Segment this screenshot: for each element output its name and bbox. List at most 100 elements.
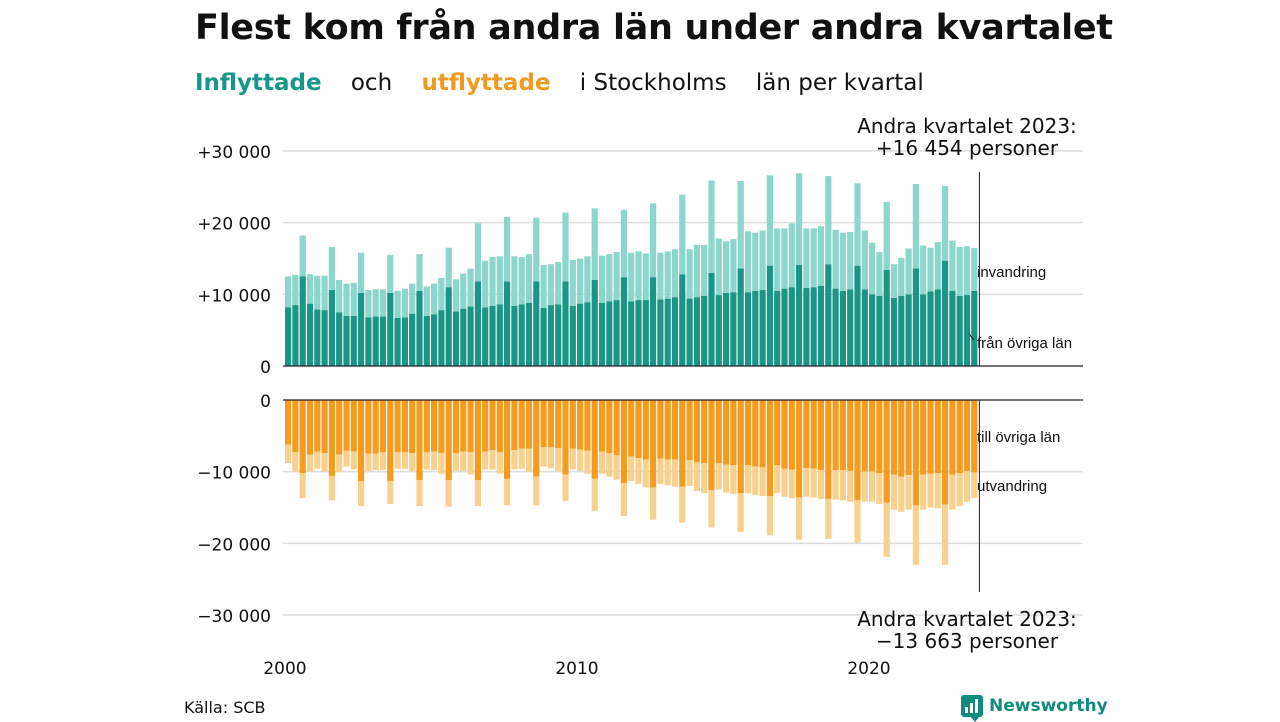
bar-inflyttade-invandring bbox=[628, 252, 635, 302]
bar-inflyttade-fran-ovriga-lan bbox=[591, 280, 598, 366]
bar-inflyttade-invandring bbox=[905, 248, 912, 295]
bar-inflyttade-fran-ovriga-lan bbox=[467, 306, 474, 366]
bar-utflyttade-utvandring bbox=[401, 452, 408, 469]
bar-inflyttade-invandring bbox=[934, 242, 941, 290]
bar-inflyttade-fran-ovriga-lan bbox=[774, 290, 781, 366]
bar-utflyttade-utvandring bbox=[949, 474, 956, 510]
y-tick-label: +30 000 bbox=[197, 143, 271, 163]
bar-inflyttade-invandring bbox=[321, 275, 328, 311]
bar-utflyttade-utvandring bbox=[912, 505, 919, 565]
bar-inflyttade-invandring bbox=[869, 242, 876, 295]
bar-utflyttade-utvandring bbox=[744, 465, 752, 494]
bar-inflyttade-fran-ovriga-lan bbox=[942, 260, 949, 366]
bar-inflyttade-fran-ovriga-lan bbox=[693, 297, 700, 366]
bar-inflyttade-fran-ovriga-lan bbox=[847, 289, 854, 366]
bar-utflyttade-till-ovriga-lan bbox=[883, 400, 890, 503]
bar-utflyttade-till-ovriga-lan bbox=[577, 400, 584, 450]
bar-inflyttade-fran-ovriga-lan bbox=[416, 290, 423, 366]
bar-inflyttade-fran-ovriga-lan bbox=[679, 274, 686, 366]
bar-inflyttade-invandring bbox=[803, 228, 810, 288]
bar-utflyttade-utvandring bbox=[686, 460, 693, 486]
bar-inflyttade-invandring bbox=[920, 245, 927, 295]
bar-utflyttade-till-ovriga-lan bbox=[956, 400, 963, 474]
bar-utflyttade-till-ovriga-lan bbox=[650, 400, 657, 488]
bar-inflyttade-fran-ovriga-lan bbox=[525, 302, 533, 366]
bar-inflyttade-invandring bbox=[314, 275, 321, 310]
bar-inflyttade-invandring bbox=[489, 257, 496, 306]
newsworthy-logo[interactable]: Newsworthy bbox=[961, 694, 1108, 722]
bar-inflyttade-invandring bbox=[898, 257, 905, 296]
bar-utflyttade-utvandring bbox=[547, 447, 554, 469]
x-tick-label: 2020 bbox=[847, 659, 890, 679]
bar-inflyttade-fran-ovriga-lan bbox=[715, 295, 722, 366]
bar-inflyttade-fran-ovriga-lan bbox=[664, 298, 671, 366]
bar-inflyttade-invandring bbox=[591, 208, 598, 280]
bar-utflyttade-till-ovriga-lan bbox=[584, 400, 591, 451]
y-tick-label: −20 000 bbox=[197, 535, 271, 555]
bar-utflyttade-till-ovriga-lan bbox=[635, 400, 642, 459]
y-tick-label: 0 bbox=[260, 392, 271, 412]
bar-inflyttade-fran-ovriga-lan bbox=[949, 290, 956, 366]
bar-inflyttade-fran-ovriga-lan bbox=[343, 315, 350, 366]
bar-inflyttade-fran-ovriga-lan bbox=[956, 295, 963, 366]
bar-utflyttade-utvandring bbox=[314, 451, 321, 469]
bar-inflyttade-fran-ovriga-lan bbox=[379, 316, 387, 366]
bar-inflyttade-invandring bbox=[927, 247, 934, 292]
newsworthy-logo-icon bbox=[961, 695, 983, 722]
bar-utflyttade-till-ovriga-lan bbox=[423, 400, 430, 453]
bar-utflyttade-utvandring bbox=[387, 480, 394, 504]
bar-utflyttade-utvandring bbox=[832, 470, 839, 500]
bar-inflyttade-invandring bbox=[387, 254, 394, 293]
bar-utflyttade-utvandring bbox=[730, 465, 737, 494]
bar-inflyttade-invandring bbox=[671, 249, 679, 298]
bar-inflyttade-invandring bbox=[343, 283, 350, 316]
bar-inflyttade-fran-ovriga-lan bbox=[409, 313, 416, 366]
bar-inflyttade-fran-ovriga-lan bbox=[613, 300, 620, 366]
y-tick-label: +20 000 bbox=[197, 215, 271, 235]
bar-inflyttade-invandring bbox=[496, 256, 503, 305]
bar-utflyttade-till-ovriga-lan bbox=[394, 400, 401, 453]
bar-utflyttade-utvandring bbox=[963, 470, 971, 502]
bar-utflyttade-till-ovriga-lan bbox=[598, 400, 606, 452]
subtitle-inflyttade: Inflyttade bbox=[195, 70, 322, 96]
bar-utflyttade-utvandring bbox=[343, 450, 350, 467]
bar-inflyttade-invandring bbox=[883, 201, 890, 270]
bar-inflyttade-invandring bbox=[744, 231, 752, 293]
bar-utflyttade-utvandring bbox=[460, 451, 467, 471]
bar-utflyttade-till-ovriga-lan bbox=[847, 400, 854, 471]
bar-inflyttade-fran-ovriga-lan bbox=[759, 290, 766, 366]
bar-inflyttade-invandring bbox=[620, 209, 627, 278]
bar-inflyttade-fran-ovriga-lan bbox=[766, 265, 773, 366]
bar-utflyttade-utvandring bbox=[737, 493, 744, 532]
bar-utflyttade-till-ovriga-lan bbox=[533, 400, 540, 477]
bar-utflyttade-utvandring bbox=[416, 480, 423, 507]
bar-utflyttade-utvandring bbox=[496, 452, 503, 474]
bar-utflyttade-utvandring bbox=[504, 478, 511, 506]
x-tick-label: 2000 bbox=[263, 659, 306, 679]
bar-inflyttade-invandring bbox=[606, 254, 613, 302]
bar-utflyttade-utvandring bbox=[869, 471, 876, 502]
bar-utflyttade-till-ovriga-lan bbox=[555, 400, 562, 449]
y-tick-label: 0 bbox=[260, 358, 271, 378]
bar-utflyttade-utvandring bbox=[650, 487, 657, 520]
bar-utflyttade-utvandring bbox=[759, 467, 766, 497]
bar-inflyttade-fran-ovriga-lan bbox=[372, 316, 379, 366]
bar-utflyttade-utvandring bbox=[628, 456, 635, 481]
bar-utflyttade-till-ovriga-lan bbox=[628, 400, 635, 457]
bar-inflyttade-fran-ovriga-lan bbox=[431, 314, 438, 366]
bar-inflyttade-fran-ovriga-lan bbox=[518, 304, 525, 366]
bar-utflyttade-utvandring bbox=[810, 468, 817, 498]
bar-utflyttade-till-ovriga-lan bbox=[701, 400, 708, 464]
bar-utflyttade-utvandring bbox=[555, 448, 562, 471]
bar-utflyttade-utvandring bbox=[598, 451, 606, 474]
bar-utflyttade-utvandring bbox=[321, 453, 328, 472]
bar-inflyttade-invandring bbox=[912, 183, 919, 269]
bar-inflyttade-invandring bbox=[876, 252, 883, 296]
bar-utflyttade-utvandring bbox=[715, 463, 722, 490]
bar-inflyttade-fran-ovriga-lan bbox=[336, 312, 343, 366]
bar-inflyttade-invandring bbox=[518, 257, 525, 305]
bar-utflyttade-till-ovriga-lan bbox=[474, 400, 481, 481]
bar-inflyttade-fran-ovriga-lan bbox=[635, 300, 642, 366]
bar-inflyttade-fran-ovriga-lan bbox=[628, 301, 635, 366]
bar-inflyttade-fran-ovriga-lan bbox=[963, 295, 971, 366]
